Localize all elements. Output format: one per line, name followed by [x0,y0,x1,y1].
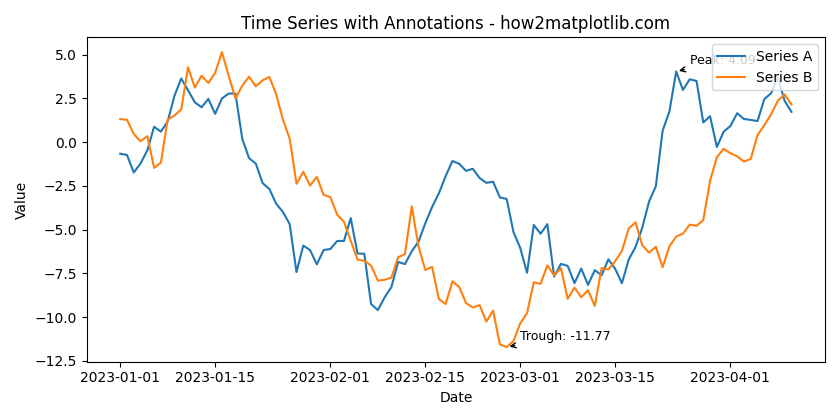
X-axis label: Date: Date [439,391,473,405]
Legend: Series A, Series B: Series A, Series B [711,44,818,90]
Y-axis label: Value: Value [15,181,29,218]
Title: Time Series with Annotations - how2matplotlib.com: Time Series with Annotations - how2matpl… [241,15,670,33]
Text: Peak: 4.09: Peak: 4.09 [680,55,755,72]
Text: Trough: -11.77: Trough: -11.77 [511,330,611,348]
Line: Series A: Series A [120,71,791,310]
Line: Series B: Series B [120,52,791,347]
